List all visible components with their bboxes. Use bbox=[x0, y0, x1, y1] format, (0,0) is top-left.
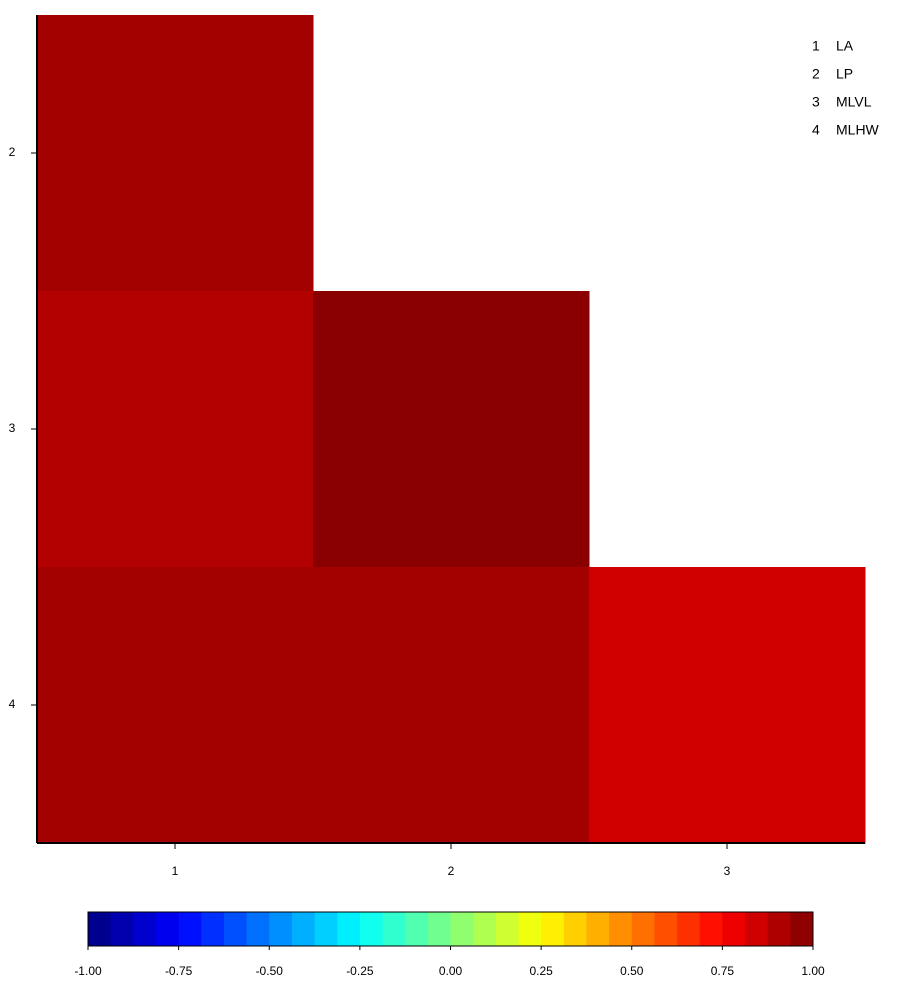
colorbar-step bbox=[359, 912, 384, 946]
x-tick-label: 2 bbox=[448, 864, 455, 878]
colorbar-tick-label: 0.50 bbox=[620, 964, 644, 978]
colorbar-step bbox=[337, 912, 361, 946]
heatmap-cell bbox=[313, 291, 590, 568]
colorbar-tick-label: -1.00 bbox=[74, 964, 102, 978]
y-tick-label: 4 bbox=[9, 697, 16, 711]
heatmap-cell bbox=[589, 567, 866, 844]
colorbar-tick-label: -0.75 bbox=[165, 964, 193, 978]
heatmap-cell bbox=[37, 567, 314, 844]
y-tick-label: 2 bbox=[9, 145, 16, 159]
colorbar-tick-label: 0.25 bbox=[529, 964, 553, 978]
colorbar-step bbox=[495, 912, 519, 946]
legend-id: 2 bbox=[812, 66, 820, 82]
legend-name: MLHW bbox=[836, 122, 880, 138]
colorbar-step bbox=[88, 912, 112, 946]
colorbar-step bbox=[767, 912, 791, 946]
colorbar-step bbox=[178, 912, 202, 946]
heatmap-cell bbox=[37, 15, 314, 292]
colorbar-step bbox=[405, 912, 429, 946]
colorbar-step bbox=[609, 912, 633, 946]
colorbar-step bbox=[269, 912, 293, 946]
colorbar-tick-label: 0.00 bbox=[439, 964, 463, 978]
colorbar-step bbox=[155, 912, 180, 946]
colorbar-step bbox=[427, 912, 451, 946]
colorbar-step bbox=[586, 912, 610, 946]
x-tick-label: 1 bbox=[172, 864, 179, 878]
colorbar-step bbox=[133, 912, 157, 946]
colorbar-step bbox=[563, 912, 587, 946]
colorbar-step bbox=[699, 912, 723, 946]
legend-id: 1 bbox=[812, 38, 820, 54]
colorbar-step bbox=[631, 912, 655, 946]
colorbar-step bbox=[314, 912, 338, 946]
colorbar-step bbox=[518, 912, 542, 946]
colorbar-step bbox=[473, 912, 497, 946]
legend-name: LA bbox=[836, 38, 854, 54]
colorbar-step bbox=[790, 912, 814, 946]
heatmap-cell bbox=[313, 567, 590, 844]
colorbar-step bbox=[745, 912, 769, 946]
colorbar-step bbox=[722, 912, 746, 946]
legend-name: LP bbox=[836, 66, 853, 82]
colorbar-step bbox=[223, 912, 248, 946]
colorbar-tick-label: 0.75 bbox=[711, 964, 735, 978]
colorbar-step bbox=[450, 912, 474, 946]
colorbar-tick-label: 1.00 bbox=[801, 964, 825, 978]
colorbar-step bbox=[541, 912, 565, 946]
colorbar-step bbox=[246, 912, 270, 946]
legend-id: 3 bbox=[812, 94, 820, 110]
colorbar-tick-label: -0.25 bbox=[346, 964, 374, 978]
colorbar-step bbox=[677, 912, 701, 946]
colorbar-step bbox=[291, 912, 316, 946]
colorbar-step bbox=[110, 912, 134, 946]
legend-name: MLVL bbox=[836, 94, 872, 110]
y-tick-label: 3 bbox=[9, 421, 16, 435]
legend-id: 4 bbox=[812, 122, 820, 138]
colorbar-step bbox=[382, 912, 406, 946]
colorbar-step bbox=[201, 912, 225, 946]
colorbar-tick-label: -0.50 bbox=[256, 964, 284, 978]
colorbar-step bbox=[654, 912, 678, 946]
heatmap-cell bbox=[37, 291, 314, 568]
x-tick-label: 3 bbox=[724, 864, 731, 878]
